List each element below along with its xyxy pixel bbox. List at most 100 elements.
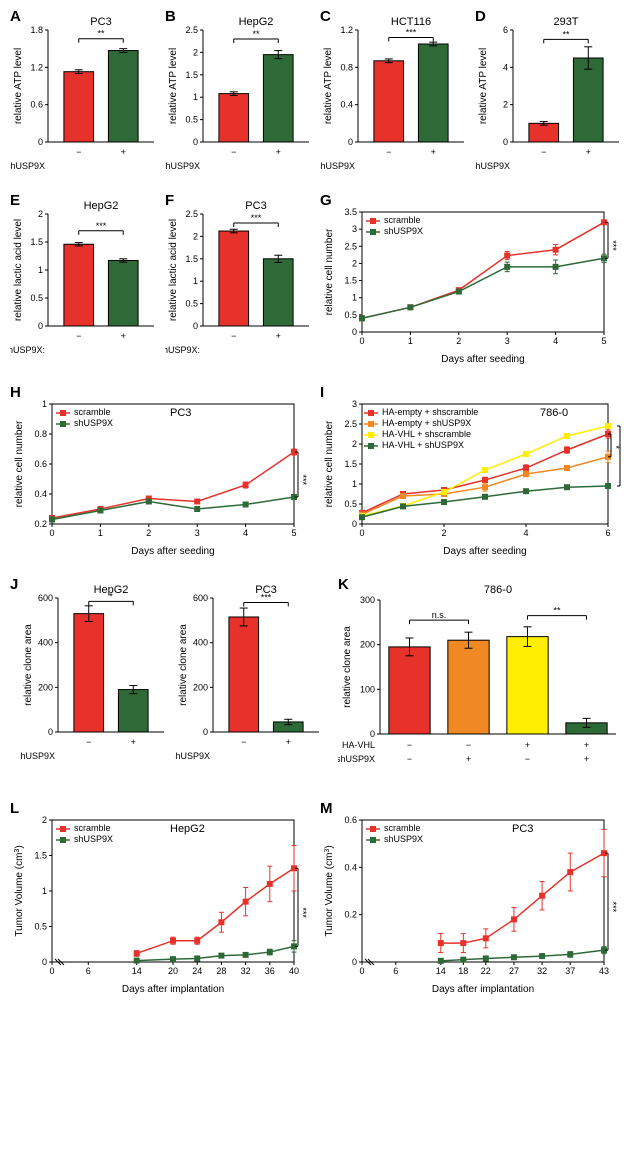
svg-text:1: 1 xyxy=(352,293,357,303)
svg-text:0: 0 xyxy=(48,727,53,737)
svg-text:***: *** xyxy=(298,907,308,918)
svg-text:600: 600 xyxy=(193,593,208,603)
svg-text:14: 14 xyxy=(132,966,142,976)
svg-text:1.5: 1.5 xyxy=(34,851,47,861)
svg-text:400: 400 xyxy=(193,638,208,648)
svg-text:HA-empty + shUSP9X: HA-empty + shUSP9X xyxy=(382,418,471,428)
svg-text:scramble: scramble xyxy=(384,823,421,833)
svg-text:+: + xyxy=(286,737,291,747)
svg-text:0.8: 0.8 xyxy=(34,429,47,439)
svg-text:**: ** xyxy=(252,29,260,39)
svg-text:+: + xyxy=(431,147,436,157)
svg-text:**: ** xyxy=(97,29,105,39)
svg-text:0.2: 0.2 xyxy=(34,519,47,529)
svg-text:0.6: 0.6 xyxy=(30,100,43,110)
svg-text:−: − xyxy=(407,754,412,764)
svg-text:Days after seeding: Days after seeding xyxy=(443,546,526,557)
svg-text:6: 6 xyxy=(503,25,508,35)
svg-text:scramble: scramble xyxy=(74,407,111,417)
svg-text:0.2: 0.2 xyxy=(344,910,357,920)
svg-text:1: 1 xyxy=(42,399,47,409)
svg-text:0: 0 xyxy=(38,137,43,147)
svg-text:shUSP9X: shUSP9X xyxy=(74,834,113,844)
panel-A: 00.61.21.8PC3relative ATP level**−+shUSP… xyxy=(10,14,160,174)
svg-text:relative ATP level: relative ATP level xyxy=(13,48,24,124)
svg-text:1: 1 xyxy=(408,336,413,346)
svg-text:2: 2 xyxy=(193,47,198,57)
svg-text:3.5: 3.5 xyxy=(344,207,357,217)
svg-text:relative lactic acid level: relative lactic acid level xyxy=(13,219,24,321)
svg-text:**: ** xyxy=(553,606,561,616)
svg-text:0.4: 0.4 xyxy=(34,489,47,499)
svg-text:2: 2 xyxy=(193,231,198,241)
svg-text:36: 36 xyxy=(265,966,275,976)
svg-text:0.5: 0.5 xyxy=(30,293,43,303)
svg-text:shUSP9X: shUSP9X xyxy=(475,161,510,171)
svg-text:n.s.: n.s. xyxy=(432,610,447,620)
svg-text:400: 400 xyxy=(38,638,53,648)
svg-text:−: − xyxy=(231,331,236,341)
svg-text:−: − xyxy=(407,740,412,750)
svg-text:−: − xyxy=(76,331,81,341)
svg-text:2: 2 xyxy=(352,258,357,268)
svg-text:+: + xyxy=(276,147,281,157)
svg-text:0: 0 xyxy=(503,137,508,147)
svg-text:0: 0 xyxy=(359,966,364,976)
svg-text:1.5: 1.5 xyxy=(30,237,43,247)
svg-text:1: 1 xyxy=(352,479,357,489)
svg-text:28: 28 xyxy=(216,966,226,976)
svg-text:6: 6 xyxy=(393,966,398,976)
panel-F: 00.511.522.5PC3relative lactic acid leve… xyxy=(165,198,315,358)
svg-text:relative lactic acid level: relative lactic acid level xyxy=(168,219,179,321)
svg-text:HepG2: HepG2 xyxy=(84,200,119,212)
svg-text:1: 1 xyxy=(98,528,103,538)
svg-text:relative clone area: relative clone area xyxy=(178,624,189,706)
panel-J-1: 0200400600PC3relative clone area***−+shU… xyxy=(175,582,325,764)
svg-text:4: 4 xyxy=(503,62,508,72)
svg-text:1: 1 xyxy=(42,886,47,896)
svg-text:relative clone area: relative clone area xyxy=(23,624,34,706)
svg-text:2.5: 2.5 xyxy=(344,241,357,251)
svg-text:PC3: PC3 xyxy=(90,16,111,28)
svg-text:5: 5 xyxy=(601,336,606,346)
svg-text:−: − xyxy=(231,147,236,157)
svg-text:shUSP9X: shUSP9X xyxy=(338,754,375,764)
svg-text:4: 4 xyxy=(243,528,248,538)
svg-text:***: *** xyxy=(298,475,308,486)
svg-text:+: + xyxy=(525,740,530,750)
svg-text:20: 20 xyxy=(168,966,178,976)
svg-text:4: 4 xyxy=(553,336,558,346)
svg-text:+: + xyxy=(121,147,126,157)
svg-text:0: 0 xyxy=(203,727,208,737)
svg-text:shUSP9X: shUSP9X xyxy=(10,161,45,171)
svg-text:***: *** xyxy=(608,240,618,251)
svg-text:0: 0 xyxy=(359,336,364,346)
svg-text:0: 0 xyxy=(193,137,198,147)
panel-L: 00.511.520614202428323640Days after impl… xyxy=(10,806,310,996)
svg-text:18: 18 xyxy=(458,966,468,976)
svg-text:Days after implantation: Days after implantation xyxy=(122,984,224,995)
svg-text:3: 3 xyxy=(505,336,510,346)
svg-text:0: 0 xyxy=(359,528,364,538)
svg-text:43: 43 xyxy=(599,966,609,976)
svg-text:1.5: 1.5 xyxy=(344,276,357,286)
svg-text:relative cell number: relative cell number xyxy=(14,420,25,507)
svg-text:1: 1 xyxy=(38,265,43,275)
svg-text:2.5: 2.5 xyxy=(185,25,198,35)
svg-text:relative ATP level: relative ATP level xyxy=(323,48,334,124)
svg-text:+: + xyxy=(466,754,471,764)
svg-text:0.5: 0.5 xyxy=(344,310,357,320)
svg-text:HA-VHL + shUSP9X: HA-VHL + shUSP9X xyxy=(382,440,464,450)
svg-text:−: − xyxy=(466,740,471,750)
svg-text:300: 300 xyxy=(360,595,375,605)
svg-text:40: 40 xyxy=(289,966,299,976)
svg-text:relative clone area: relative clone area xyxy=(342,626,353,708)
svg-text:0: 0 xyxy=(193,321,198,331)
svg-text:2: 2 xyxy=(456,336,461,346)
svg-text:0.4: 0.4 xyxy=(340,100,353,110)
svg-text:22: 22 xyxy=(481,966,491,976)
svg-text:1.8: 1.8 xyxy=(30,25,43,35)
svg-text:shUSP9X: shUSP9X xyxy=(320,161,355,171)
svg-text:0: 0 xyxy=(49,966,54,976)
svg-text:293T: 293T xyxy=(553,16,578,28)
